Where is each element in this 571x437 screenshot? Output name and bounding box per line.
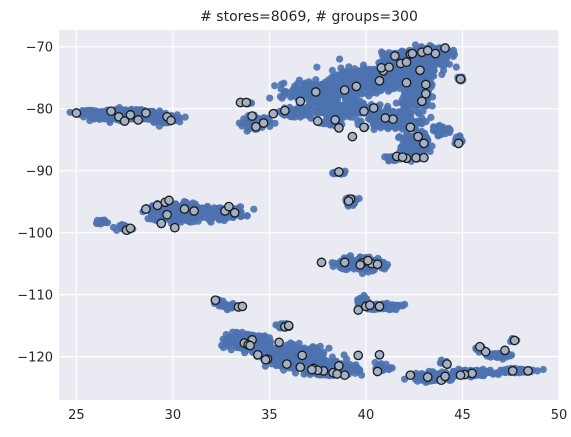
store-point — [343, 73, 352, 81]
store-point — [325, 344, 333, 352]
store-point — [383, 299, 391, 307]
store-point — [194, 217, 202, 225]
store-point — [328, 66, 336, 74]
store-point — [325, 91, 333, 99]
store-point — [321, 118, 330, 126]
store-point — [222, 338, 230, 346]
store-point — [405, 108, 413, 116]
store-point — [348, 107, 356, 115]
store-point — [313, 63, 321, 71]
store-point — [411, 41, 419, 49]
store-point — [212, 205, 220, 213]
store-point — [98, 218, 106, 226]
store-point — [331, 105, 339, 113]
store-point — [152, 113, 160, 121]
store-point — [312, 107, 320, 115]
store-point — [439, 126, 448, 134]
store-point — [243, 212, 251, 220]
store-point — [299, 109, 307, 117]
store-point — [181, 113, 189, 121]
store-point — [388, 77, 396, 85]
store-point — [222, 331, 230, 339]
store-point — [147, 215, 155, 223]
store-point — [328, 73, 336, 81]
store-point — [303, 82, 311, 91]
store-point — [91, 107, 99, 115]
store-point — [109, 223, 118, 232]
store-point — [430, 124, 438, 132]
store-point — [358, 66, 366, 74]
store-point — [440, 66, 448, 74]
store-point — [266, 94, 274, 102]
store-point — [86, 117, 94, 125]
store-point — [206, 205, 214, 213]
store-point — [405, 137, 413, 145]
store-point — [401, 144, 409, 152]
store-point — [360, 291, 368, 300]
store-point — [277, 85, 285, 93]
store-point — [339, 68, 347, 76]
store-point — [307, 100, 315, 108]
store-point — [197, 205, 205, 213]
store-point — [239, 119, 247, 127]
store-point — [288, 107, 296, 115]
store-point — [273, 352, 281, 360]
store-point — [96, 115, 104, 124]
store-point — [365, 65, 373, 73]
store-point — [418, 118, 426, 126]
store-point — [250, 205, 258, 213]
store-point — [314, 99, 322, 107]
store-point — [280, 79, 288, 87]
store-point — [172, 208, 180, 216]
store-point — [385, 154, 394, 162]
store-point — [353, 67, 361, 75]
store-point — [414, 108, 422, 116]
store-point — [232, 328, 241, 336]
store-point — [396, 68, 404, 76]
store-point — [271, 346, 279, 354]
store-point — [336, 76, 344, 84]
store-point — [390, 304, 398, 312]
store-point — [377, 87, 385, 95]
store-point — [201, 213, 209, 221]
store-point — [449, 49, 457, 58]
store-point — [401, 300, 409, 308]
store-point — [364, 80, 372, 88]
store-point — [389, 107, 397, 115]
store-point — [278, 94, 286, 102]
store-point — [175, 214, 183, 222]
store-point — [293, 89, 301, 97]
store-point — [132, 106, 140, 114]
store-point — [271, 82, 279, 90]
store-point — [336, 55, 344, 63]
store-point — [287, 339, 295, 347]
store-point — [322, 82, 331, 90]
store-point — [85, 111, 93, 119]
store-point — [382, 77, 390, 85]
store-point — [379, 51, 387, 60]
store-point — [329, 262, 337, 271]
store-point — [329, 85, 337, 93]
store-point — [452, 63, 460, 71]
store-point — [383, 261, 392, 269]
